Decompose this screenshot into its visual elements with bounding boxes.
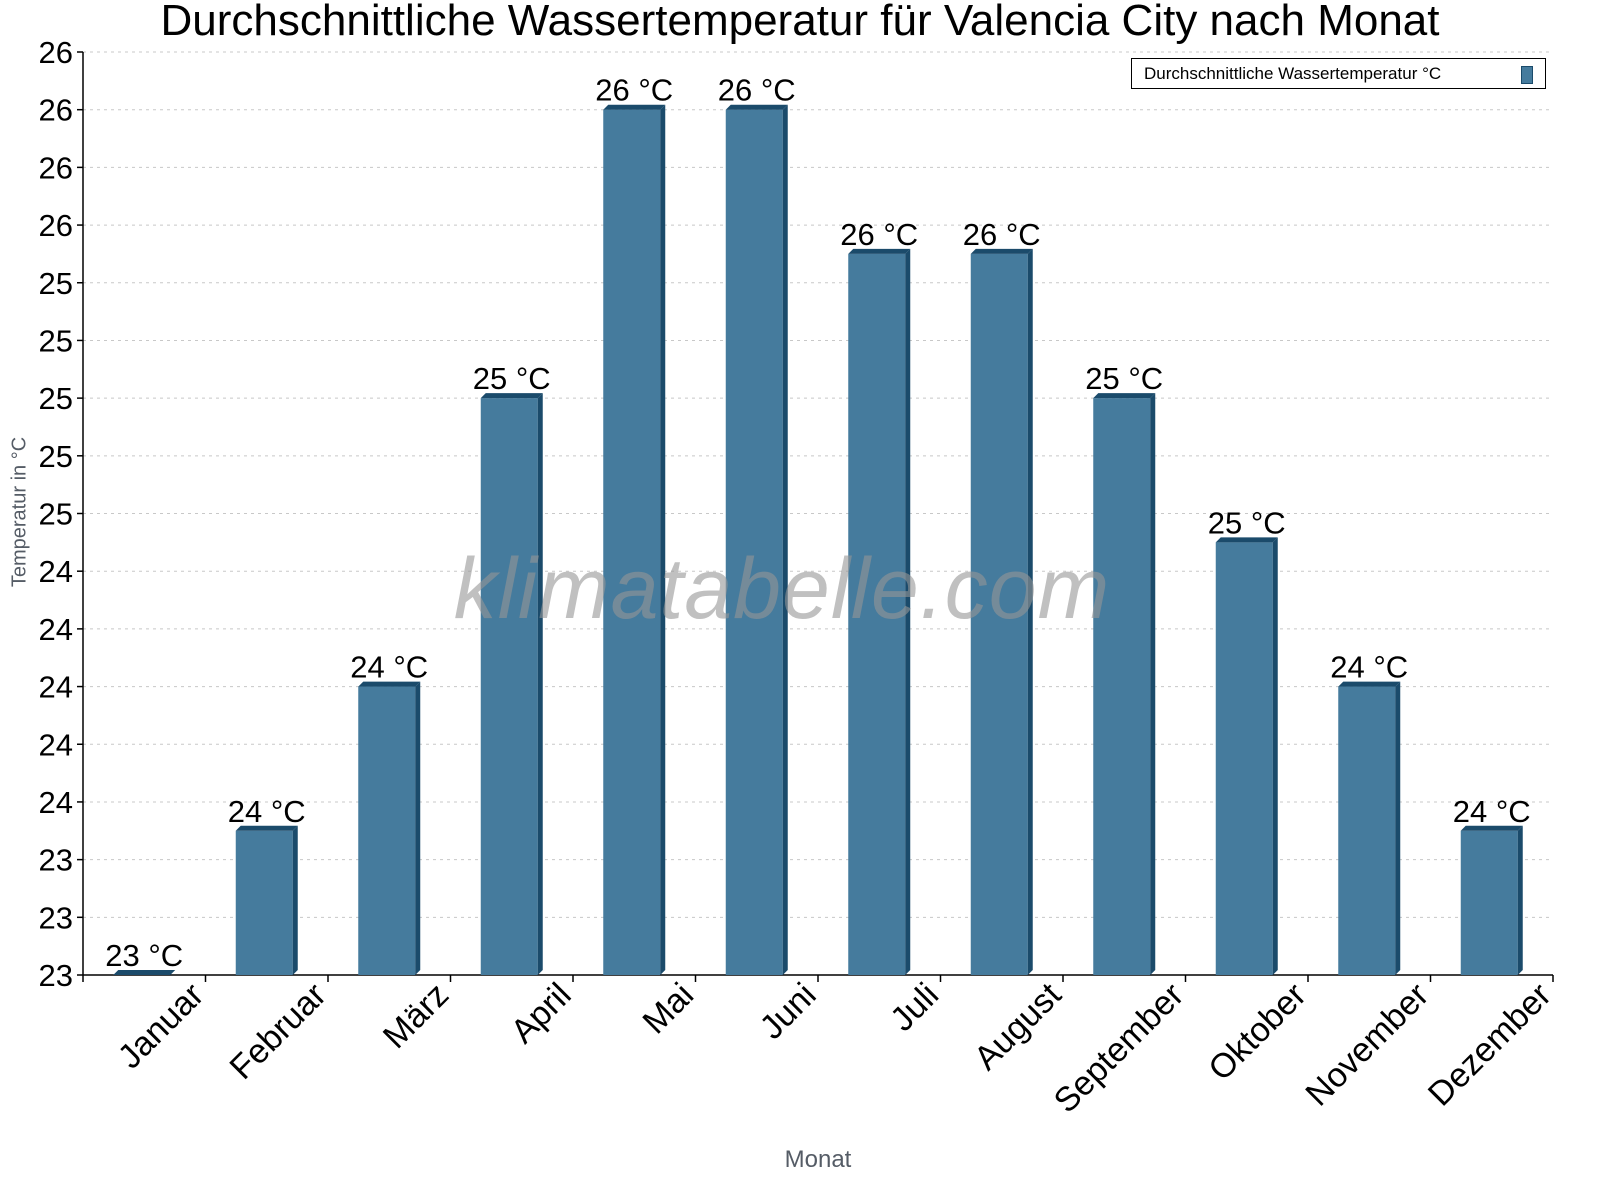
y-axis-label: Temperatur in °C [8,436,31,588]
bar-top [970,248,1033,254]
bar-top [113,970,176,975]
data-label: 24 °C [228,794,306,829]
data-label: 25 °C [1085,361,1163,396]
x-tick-label: Februar [223,976,334,1087]
bar-side [1517,825,1523,975]
bar-top [603,104,666,110]
bar-side [905,248,911,975]
bar-top [480,393,543,399]
bar [970,253,1028,975]
x-tick-label: September [1047,976,1191,1120]
bar-top [848,248,911,254]
data-label: 26 °C [595,73,673,108]
bar-side [660,104,666,975]
x-tick-label: Juli [883,976,946,1039]
y-tick-label: 24 [39,727,73,762]
y-tick-label: 23 [39,900,73,935]
y-tick-label: 26 [39,208,73,243]
bar-side [1027,248,1033,975]
y-tick-label: 24 [39,785,73,820]
y-tick-label: 25 [39,323,73,358]
bar [358,686,416,975]
bar-side [782,104,788,975]
bar-side [537,393,543,975]
legend: Durchschnittliche Wassertemperatur °C [1131,58,1546,89]
y-tick-label: 23 [39,843,73,878]
x-tick-label: August [967,975,1069,1077]
y-tick-label: 25 [39,381,73,416]
x-tick-label: März [376,976,456,1056]
x-tick-label: Januar [111,976,211,1076]
bar-top [1093,393,1156,399]
data-label: 24 °C [1453,794,1531,829]
y-tick-label: 23 [39,958,73,993]
y-tick-label: 24 [39,670,73,705]
data-label: 23 °C [105,938,183,973]
legend-label: Durchschnittliche Wassertemperatur °C [1144,64,1442,83]
bar-side [1150,393,1156,975]
y-tick-label: 25 [39,439,73,474]
bar [725,109,783,975]
x-tick-label: Dezember [1421,976,1559,1114]
bar-top [725,104,788,110]
data-label: 26 °C [718,73,796,108]
bar [1215,542,1273,975]
data-label: 24 °C [350,650,428,685]
data-label: 26 °C [840,217,918,252]
watermark: klimatabelle.com [453,541,1111,637]
bar [1460,830,1518,975]
bar-top [1338,681,1401,687]
bar [1093,398,1151,975]
data-label: 25 °C [1208,505,1286,540]
bar-side [292,825,298,975]
y-tick-label: 25 [39,497,73,532]
data-label: 26 °C [963,217,1041,252]
y-tick-label: 24 [39,554,73,589]
bar [603,109,661,975]
y-tick-label: 25 [39,266,73,301]
bar-top [358,681,421,687]
bar-side [1395,681,1401,975]
bar-top [1460,825,1523,831]
y-tick-label: 26 [39,93,73,128]
bar-top [235,825,298,831]
x-tick-label: November [1298,976,1436,1114]
bar [235,830,293,975]
bar-side [1272,537,1278,975]
x-axis-label: Monat [784,1146,852,1173]
y-tick-label: 24 [39,612,73,647]
data-label: 25 °C [473,361,551,396]
chart-title: Durchschnittliche Wassertemperatur für V… [160,0,1440,45]
bar-side [415,681,421,975]
legend-swatch [1521,66,1533,84]
x-tick-label: Mai [636,976,702,1042]
bar [480,398,538,975]
bar [848,253,906,975]
bar-top [1215,537,1278,543]
y-tick-label: 26 [39,35,73,70]
x-tick-label: April [504,976,579,1051]
x-tick-label: Oktober [1201,976,1313,1088]
data-label: 24 °C [1330,650,1408,685]
bar [1338,686,1396,975]
y-tick-label: 26 [39,150,73,185]
x-tick-label: Juni [753,976,824,1047]
